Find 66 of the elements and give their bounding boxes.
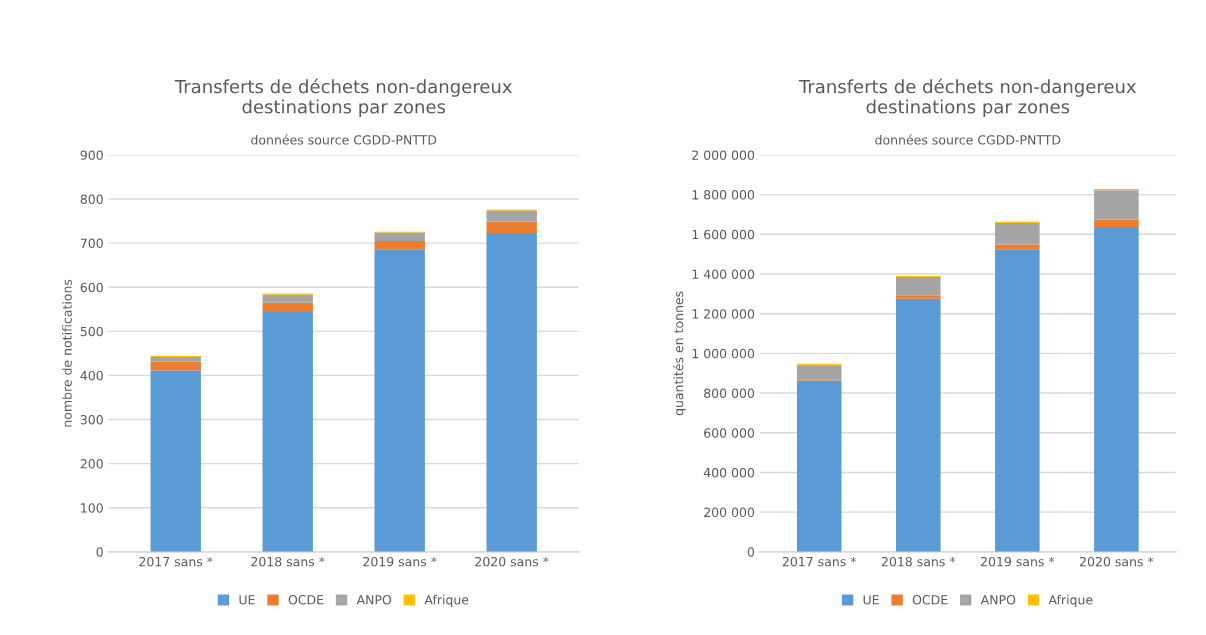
bar xyxy=(1094,226,1139,552)
legend-label: OCDE xyxy=(288,595,324,605)
legend-label: Afrique xyxy=(424,594,469,607)
y-tick-label: 600 000 xyxy=(704,428,755,438)
bar xyxy=(262,311,313,552)
y-tick-label: 0 xyxy=(96,547,103,557)
bar xyxy=(262,302,313,312)
y-tick-label: 1 000 000 xyxy=(692,348,755,359)
legend-label: ANPO xyxy=(980,595,1016,605)
y-tick-label: 1 800 000 xyxy=(692,190,755,200)
x-tick-label: 2018 sans * xyxy=(881,556,956,567)
bar xyxy=(374,249,425,552)
y-tick-label: 200 xyxy=(80,459,103,469)
bar xyxy=(486,221,537,233)
x-tick-label: 2020 sans * xyxy=(475,556,549,567)
bar xyxy=(995,223,1040,245)
legend-label: UE xyxy=(863,595,879,605)
y-tick-label: 700 xyxy=(80,238,103,249)
x-tick-label: 2018 sans * xyxy=(251,556,325,567)
legend-label: OCDE xyxy=(912,595,948,605)
x-tick-label: 2017 sans * xyxy=(782,556,857,567)
legend-label: Afrique xyxy=(1048,594,1093,607)
chart-title: Transferts de déchets non-dangereux destinations par zones xyxy=(798,78,1137,118)
y-tick-label: 500 xyxy=(80,326,103,337)
x-tick-label: 2019 sans * xyxy=(363,556,437,567)
y-tick-label: 400 xyxy=(80,370,103,381)
bar xyxy=(895,276,941,296)
bar xyxy=(796,365,842,380)
chart-title: Transferts de déchets non-dangereux destinations par zones xyxy=(174,78,512,118)
x-tick-label: 2020 sans * xyxy=(1080,556,1154,567)
y-axis-title: nombre de notifications xyxy=(62,279,72,427)
bar xyxy=(486,232,537,552)
bar xyxy=(895,298,941,552)
bar xyxy=(1094,219,1139,227)
y-tick-label: 1 200 000 xyxy=(692,309,755,319)
bar xyxy=(374,240,425,250)
chart-subtitle: données source CGDD-PNTTD xyxy=(251,134,437,145)
bar xyxy=(486,210,537,222)
bar xyxy=(150,370,201,552)
chart-subtitle: données source CGDD-PNTTD xyxy=(875,134,1061,145)
bar xyxy=(995,249,1040,552)
legend-label: ANPO xyxy=(356,595,392,605)
bar xyxy=(262,294,313,303)
y-axis-title: quantités en tonnes xyxy=(673,291,686,416)
y-tick-label: 0 xyxy=(747,547,755,557)
y-tick-label: 800 000 xyxy=(704,388,755,398)
y-tick-label: 800 xyxy=(80,194,103,204)
y-tick-label: 300 xyxy=(80,415,103,425)
y-tick-label: 1 400 000 xyxy=(692,269,755,279)
bar xyxy=(150,361,201,371)
y-tick-label: 100 xyxy=(81,503,103,513)
bar xyxy=(895,295,941,299)
x-tick-label: 2019 sans * xyxy=(980,556,1055,567)
bar xyxy=(374,232,425,241)
y-tick-label: 900 xyxy=(80,150,103,160)
y-tick-label: 200 000 xyxy=(704,507,755,518)
bar xyxy=(1094,190,1139,220)
bar xyxy=(150,356,201,362)
y-tick-label: 600 xyxy=(80,282,103,293)
y-tick-label: 400 000 xyxy=(703,467,755,478)
bar xyxy=(796,380,842,552)
y-tick-label: 1 600 000 xyxy=(692,229,755,240)
y-tick-label: 2 000 000 xyxy=(692,150,755,160)
x-tick-label: 2017 sans * xyxy=(139,556,213,567)
legend-label: UE xyxy=(239,595,255,605)
bar xyxy=(995,244,1040,250)
